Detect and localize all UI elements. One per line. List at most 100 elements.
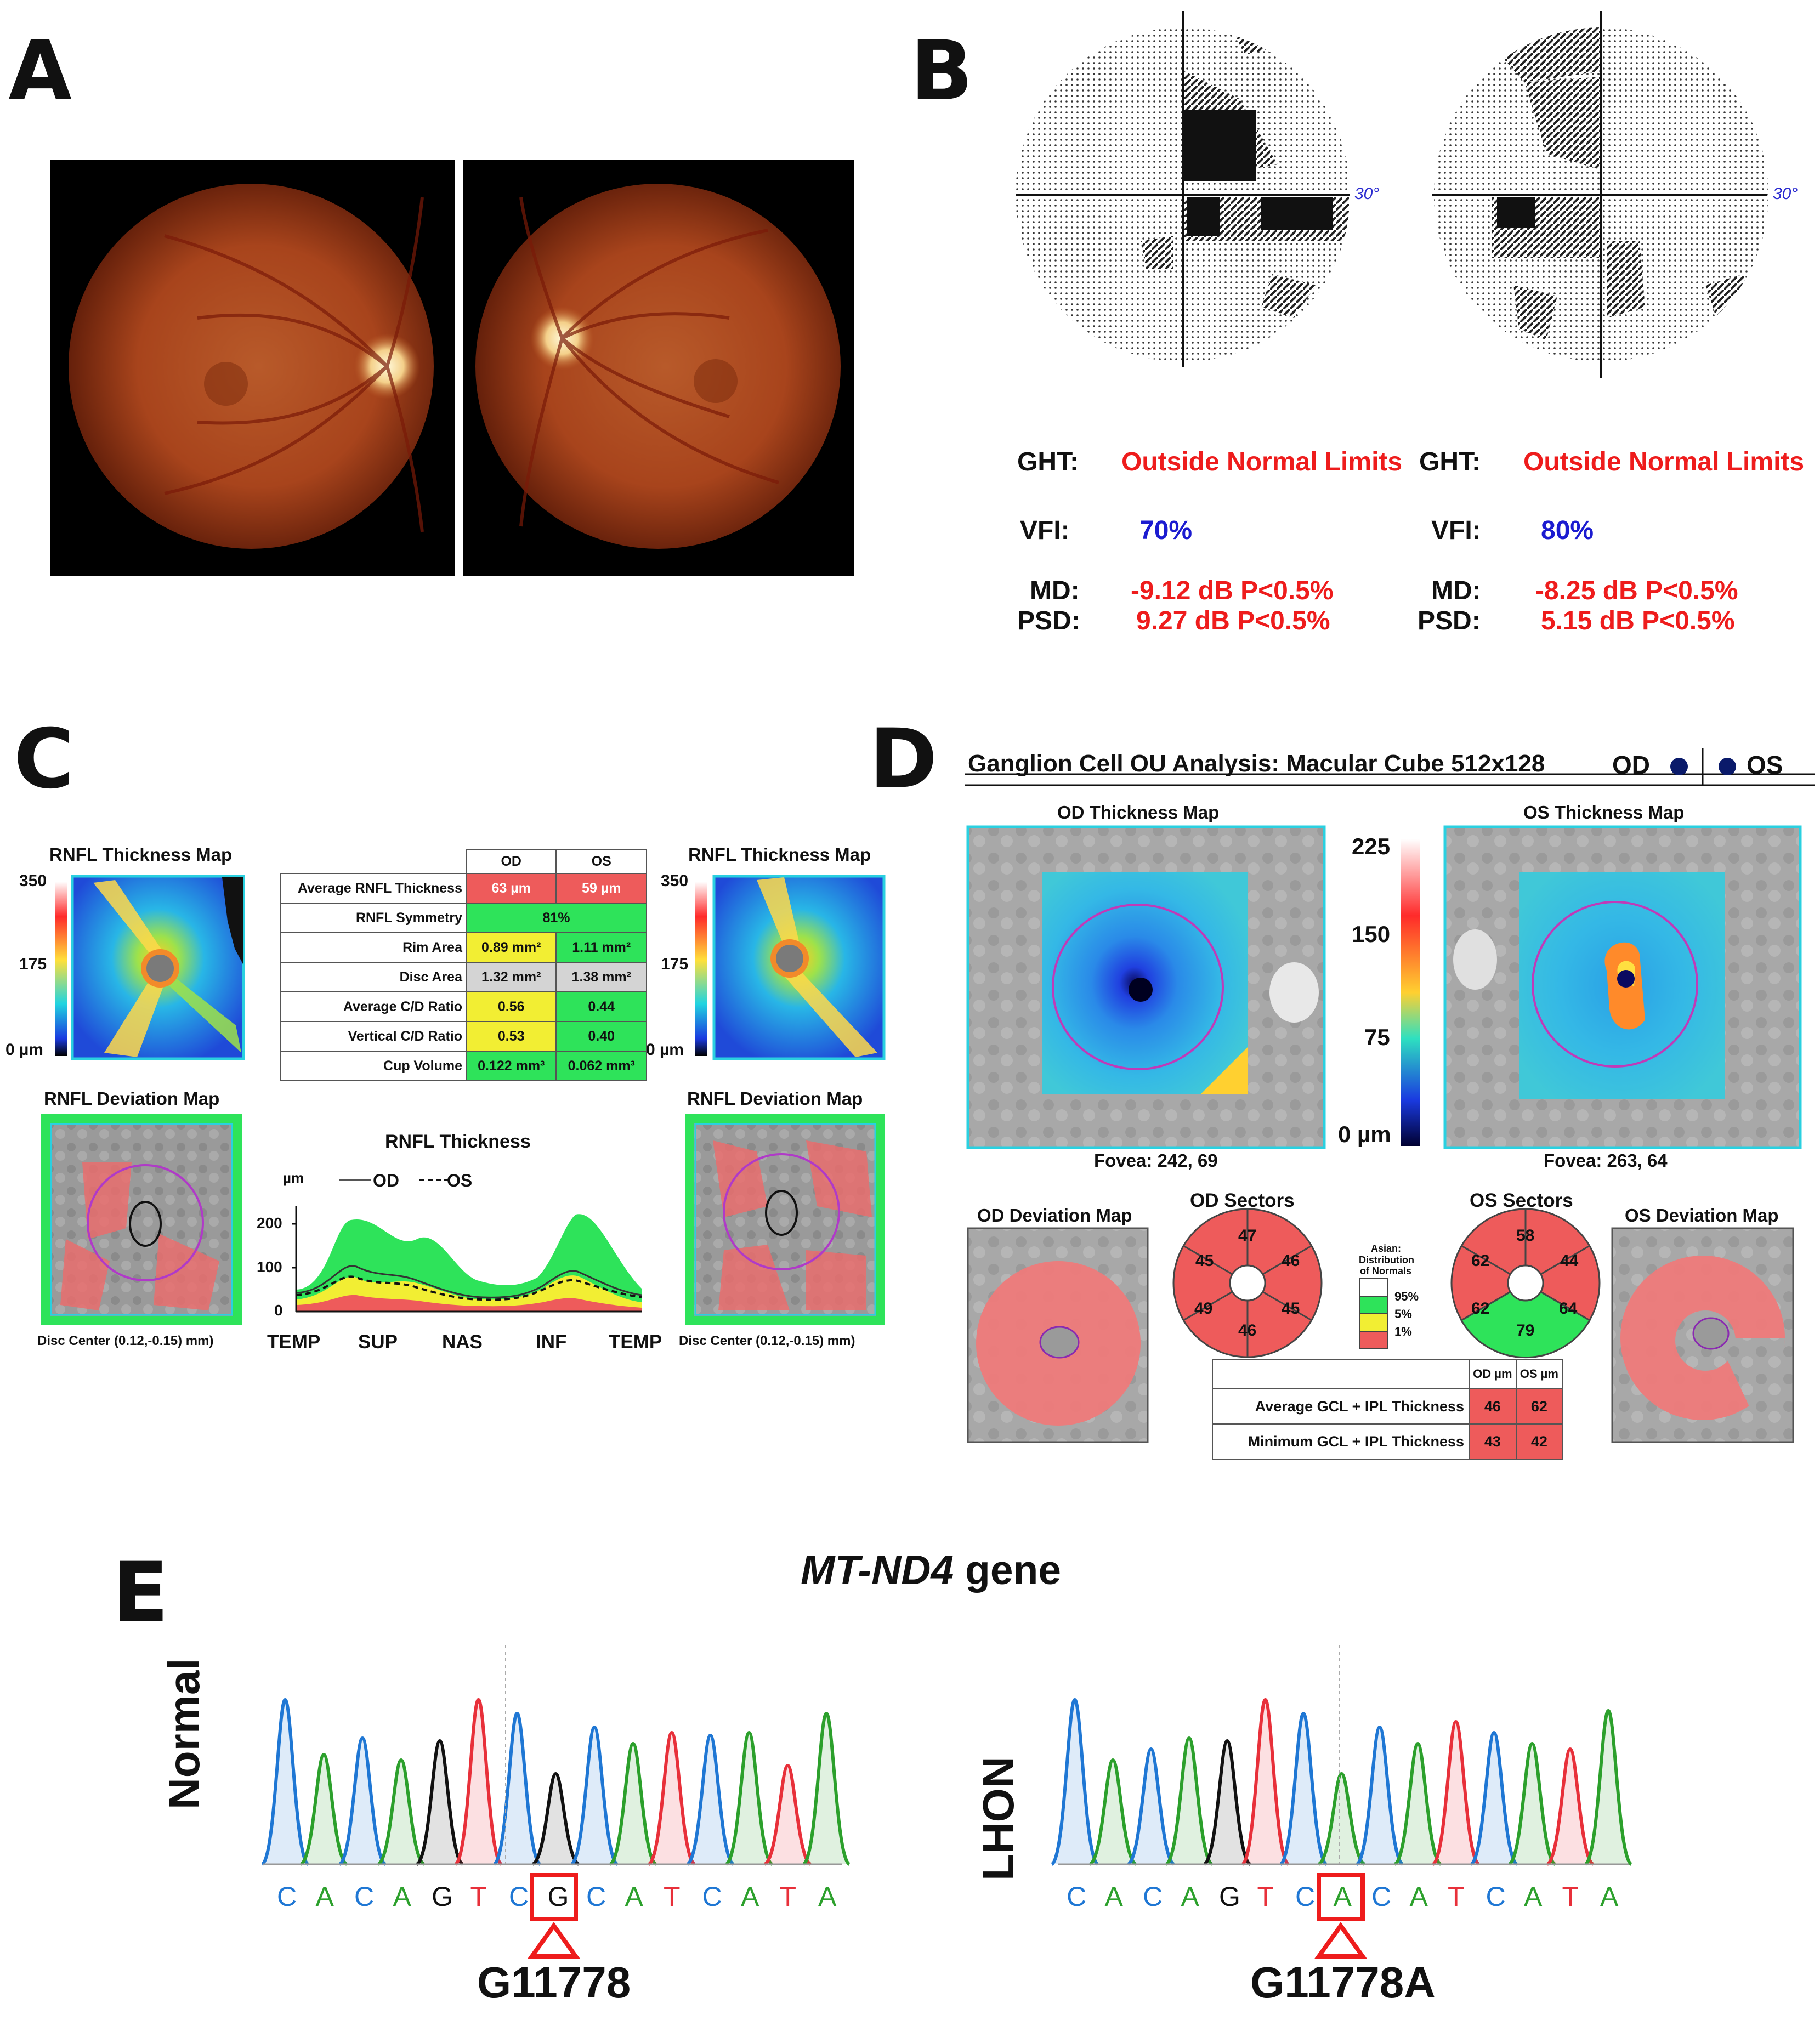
c-tsnit-xtick: INF xyxy=(536,1331,567,1353)
e-normal-arrow-icon xyxy=(528,1922,580,1959)
e-lhon-base-call: C xyxy=(1371,1881,1392,1912)
c-table-od-value: 0.122 mm³ xyxy=(465,1051,557,1081)
e-lhon-base-call: C xyxy=(1295,1881,1316,1912)
d-gcl-os-value: 42 xyxy=(1515,1423,1563,1460)
c-table-os-value: 0.40 xyxy=(555,1021,647,1052)
c-tsnit-xtick: NAS xyxy=(442,1331,483,1353)
d-legend-title-3: of Normals xyxy=(1360,1265,1412,1276)
d-scale-75: 75 xyxy=(1364,1024,1390,1050)
d-od-dot-icon xyxy=(1670,758,1688,775)
c-tsnit-ytick: 200 xyxy=(257,1215,282,1232)
d-od-fovea: Fovea: 242, 69 xyxy=(1094,1150,1218,1171)
fundus-od-disc xyxy=(354,333,420,399)
e-lhon-variant: G11778A xyxy=(1250,1958,1436,2007)
chromatogram-peak xyxy=(1431,1719,1481,1866)
od-vfi-value: 70% xyxy=(1139,516,1193,545)
c-table-row: Rim Area 0.89 mm² 1.11 mm² xyxy=(280,932,647,963)
e-normal-base-call: C xyxy=(586,1881,606,1912)
od-psd-label: PSD: xyxy=(1017,606,1080,635)
e-lhon-base-call: A xyxy=(1409,1881,1428,1912)
d-legend-title-1: Asian: xyxy=(1371,1243,1402,1254)
d-scale-150: 150 xyxy=(1352,921,1391,947)
e-normal-base-call: A xyxy=(625,1881,643,1912)
c-od-thickness-title: RNFL Thickness Map xyxy=(49,844,233,865)
d-od-sector-value: 45 xyxy=(1195,1252,1214,1270)
c-od-scale-350: 350 xyxy=(19,872,47,890)
d-os-sector-value: 79 xyxy=(1516,1321,1535,1340)
chromatogram-peak xyxy=(686,1733,735,1866)
e-normal-variant: G11778 xyxy=(477,1958,631,2007)
d-od-map-title: OD Thickness Map xyxy=(1057,802,1220,822)
fundus-os-image xyxy=(475,184,841,549)
chromatogram-peak xyxy=(647,1730,696,1866)
c-os-deviation-map xyxy=(685,1114,885,1325)
c-table-os-value: 59 µm xyxy=(555,873,647,904)
c-table-od-value: 1.32 mm² xyxy=(465,962,557,992)
e-lhon-base-call: G xyxy=(1219,1881,1240,1912)
e-lhon-base-call: C xyxy=(1067,1881,1087,1912)
d-os-deviation-map xyxy=(1611,1227,1794,1443)
d-os-sector-value: 64 xyxy=(1559,1299,1578,1318)
e-normal-base-call: A xyxy=(818,1881,837,1912)
panel-letter-a: A xyxy=(8,24,72,119)
od-field-degree-label: 30° xyxy=(1354,185,1380,203)
c-table-label: Average RNFL Thickness xyxy=(280,873,467,904)
c-table-label: Cup Volume xyxy=(280,1051,467,1081)
od-vfi-label: VFI: xyxy=(1020,516,1070,545)
chromatogram-peak xyxy=(531,1772,580,1866)
d-gcl-row: Minimum GCL + IPL Thickness 43 42 xyxy=(1212,1423,1563,1460)
fundus-od-macula xyxy=(204,362,248,406)
c-os-scale-175: 175 xyxy=(661,955,689,973)
od-md-value: -9.12 dB P<0.5% xyxy=(1131,576,1334,605)
e-lhon-chromatogram xyxy=(1050,1698,1633,1866)
d-od-sectors-title: OD Sectors xyxy=(1190,1190,1295,1211)
e-normal-base-call: T xyxy=(664,1881,681,1912)
c-table-od-value: 0.53 xyxy=(465,1021,557,1052)
chromatogram-peak xyxy=(1507,1741,1557,1866)
c-table-od-value: 0.89 mm² xyxy=(465,932,557,963)
c-table-os-value: 0.44 xyxy=(555,991,647,1022)
d-gcl-table: OD µm OS µm Average GCL + IPL Thickness … xyxy=(1212,1359,1563,1460)
panel-letter-b: B xyxy=(910,24,973,119)
chromatogram-peak xyxy=(763,1763,812,1866)
fundus-os-macula xyxy=(694,359,738,403)
d-od-dev-title: OD Deviation Map xyxy=(977,1205,1132,1225)
c-tsnit-xtick: TEMP xyxy=(267,1331,321,1353)
c-table-label: Vertical C/D Ratio xyxy=(280,1021,467,1052)
d-gcl-row: Average GCL + IPL Thickness 46 62 xyxy=(1212,1388,1563,1425)
chromatogram-peak xyxy=(1050,1698,1099,1866)
d-gcl-os-value: 62 xyxy=(1515,1388,1563,1425)
c-table-label: RNFL Symmetry xyxy=(280,903,467,933)
d-color-scale-bar xyxy=(1401,839,1420,1146)
c-table-header-os: OS xyxy=(555,849,647,874)
panel-letter-c: C xyxy=(14,712,75,807)
c-od-deviation-title: RNFL Deviation Map xyxy=(44,1088,220,1109)
d-scale-0: 0 µm xyxy=(1338,1121,1391,1147)
os-vfi-value: 80% xyxy=(1541,516,1594,545)
c-tsnit-ytick: 100 xyxy=(257,1258,282,1275)
chromatogram-peak xyxy=(1279,1711,1328,1866)
d-legend-1: 1% xyxy=(1394,1325,1412,1338)
d-os-dev-title: OS Deviation Map xyxy=(1625,1205,1779,1225)
e-lhon-base-call: C xyxy=(1486,1881,1506,1912)
c-od-disc-center: Disc Center (0.12,-0.15) mm) xyxy=(37,1333,214,1348)
d-os-sector-value: 62 xyxy=(1471,1299,1490,1318)
od-ght-value: Outside Normal Limits xyxy=(1121,447,1403,476)
e-normal-base-call: A xyxy=(393,1881,411,1912)
c-table-header-od: OD xyxy=(465,849,557,874)
chromatogram-peak xyxy=(1355,1725,1404,1866)
e-normal-base-call: C xyxy=(509,1881,529,1912)
chromatogram-peak xyxy=(1584,1709,1633,1866)
os-md-value: -8.25 dB P<0.5% xyxy=(1535,576,1738,605)
od-md-label: MD: xyxy=(1030,576,1080,605)
chromatogram-peak xyxy=(1165,1736,1214,1866)
d-gcl-header-os: OS µm xyxy=(1515,1359,1563,1389)
chromatogram-peak xyxy=(415,1739,464,1866)
chromatogram-peak xyxy=(802,1711,851,1866)
c-table-row: Average RNFL Thickness 63 µm 59 µm xyxy=(280,873,647,904)
e-lhon-base-call: T xyxy=(1257,1881,1274,1912)
e-lhon-base-call: A xyxy=(1524,1881,1543,1912)
e-normal-base-call: A xyxy=(741,1881,759,1912)
